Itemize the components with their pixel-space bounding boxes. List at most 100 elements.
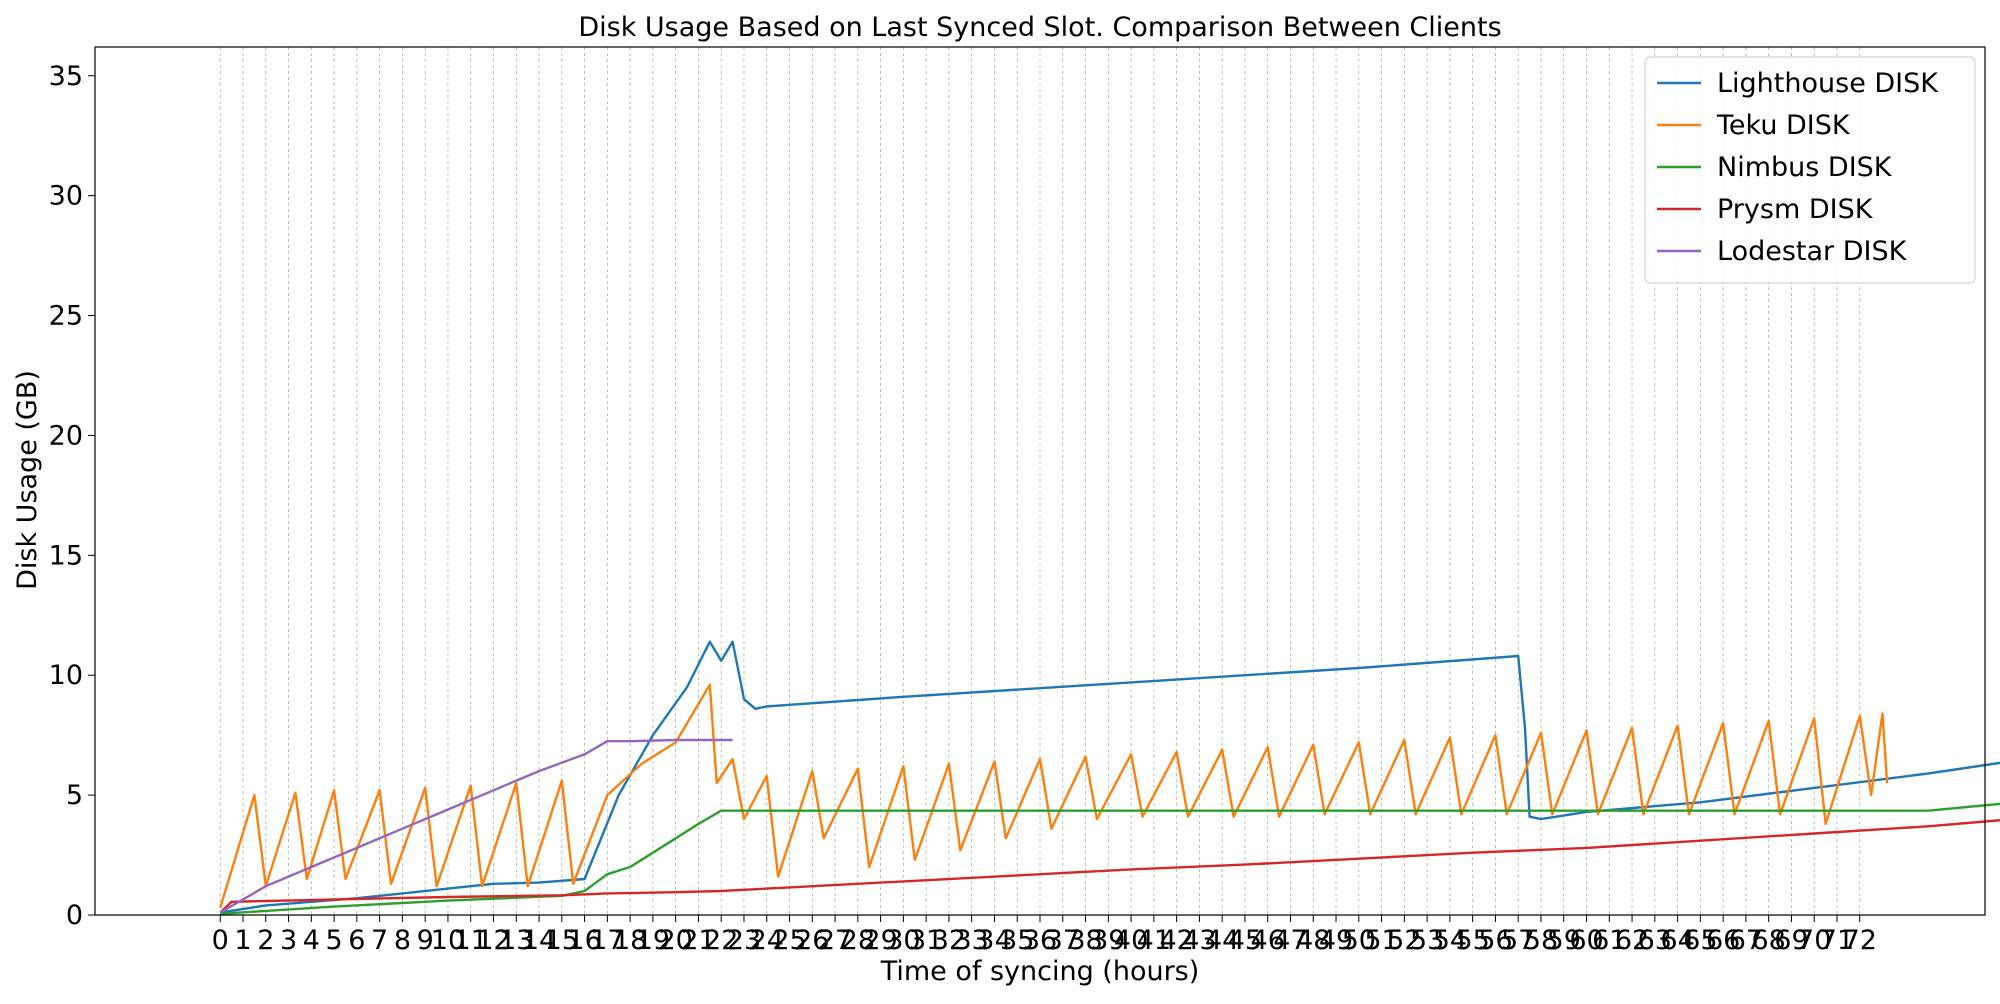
legend-label-4: Lodestar DISK: [1717, 236, 1908, 267]
x-tick-label-20: 20: [658, 925, 692, 956]
series-line-lighthouse-disk: [220, 640, 2000, 914]
x-axis-label: Time of syncing (hours): [880, 956, 1200, 987]
x-tick-label-64: 64: [1660, 925, 1694, 956]
y-tick-label-0: 0: [66, 900, 83, 931]
x-tick-label-34: 34: [977, 925, 1011, 956]
x-tick-label-44: 44: [1205, 925, 1239, 956]
x-tick-label-17: 17: [590, 925, 624, 956]
x-tick-label-19: 19: [636, 925, 670, 956]
x-tick-label-51: 51: [1364, 925, 1398, 956]
x-tick-label-61: 61: [1592, 925, 1626, 956]
x-tick-label-69: 69: [1774, 925, 1808, 956]
legend-box: [1644, 56, 1976, 284]
x-tick-label-3: 3: [280, 925, 297, 956]
x-tick-label-53: 53: [1410, 925, 1444, 956]
x-tick-label-5: 5: [326, 925, 343, 956]
x-tick-label-12: 12: [476, 925, 510, 956]
x-tick-label-27: 27: [818, 925, 852, 956]
x-tick-label-50: 50: [1342, 925, 1376, 956]
y-tick-label-6: 30: [49, 181, 83, 212]
x-tick-label-0: 0: [212, 925, 229, 956]
x-tick-label-45: 45: [1228, 925, 1262, 956]
x-tick-label-54: 54: [1433, 925, 1467, 956]
x-tick-label-59: 59: [1547, 925, 1581, 956]
x-tick-label-29: 29: [863, 925, 897, 956]
y-axis-label: Disk Usage (GB): [12, 370, 43, 590]
y-tick-label-3: 15: [49, 540, 83, 571]
series-line-prysm-disk: [219, 819, 2000, 914]
x-tick-label-70: 70: [1797, 925, 1831, 956]
x-tick-label-48: 48: [1296, 925, 1330, 956]
x-tick-label-68: 68: [1751, 925, 1785, 956]
legend: Lighthouse DISK Teku DISK Nimbus DISK Prysm…: [1644, 56, 1976, 284]
x-tick-label-71: 71: [1820, 925, 1854, 956]
x-tick-label-25: 25: [772, 925, 806, 956]
x-tick-label-72: 72: [1843, 925, 1877, 956]
x-tick-label-9: 9: [417, 925, 434, 956]
y-tick-label-4: 20: [49, 420, 83, 451]
x-tick-label-36: 36: [1023, 925, 1057, 956]
x-tick-label-62: 62: [1615, 925, 1649, 956]
x-tick-label-39: 39: [1091, 925, 1125, 956]
x-tick-label-52: 52: [1387, 925, 1421, 956]
x-tick-label-4: 4: [303, 925, 320, 956]
grid-lines: [219, 47, 1861, 915]
legend-label-1: Teku DISK: [1716, 110, 1851, 141]
x-tick-label-30: 30: [886, 925, 920, 956]
x-tick-label-23: 23: [727, 925, 761, 956]
x-tick-label-40: 40: [1114, 925, 1148, 956]
chart-title: Disk Usage Based on Last Synced Slot. Co…: [578, 12, 1501, 43]
x-tick-label-10: 10: [431, 925, 465, 956]
x-tick-label-16: 16: [567, 925, 601, 956]
legend-label-2: Nimbus DISK: [1717, 152, 1893, 183]
y-axis-ticks: 0 5 10 15 20 25 30 35: [49, 61, 95, 931]
series-lines: [219, 640, 2000, 915]
x-tick-label-46: 46: [1251, 925, 1285, 956]
x-tick-label-22: 22: [704, 925, 738, 956]
x-tick-label-38: 38: [1068, 925, 1102, 956]
x-tick-label-42: 42: [1159, 925, 1193, 956]
x-tick-label-11: 11: [454, 925, 488, 956]
legend-label-3: Prysm DISK: [1717, 194, 1874, 225]
x-tick-label-41: 41: [1137, 925, 1171, 956]
x-tick-label-31: 31: [909, 925, 943, 956]
series-line-teku-disk: [219, 683, 1889, 909]
x-tick-label-6: 6: [348, 925, 365, 956]
x-tick-label-55: 55: [1455, 925, 1489, 956]
y-tick-label-5: 25: [49, 301, 83, 332]
x-axis-ticks: 0 1 2 3 4 5 6 7 8 9101112131415161718192021222324…: [212, 915, 1877, 956]
x-tick-label-49: 49: [1319, 925, 1353, 956]
x-tick-label-58: 58: [1524, 925, 1558, 956]
series-line-lodestar-disk: [219, 738, 733, 914]
x-tick-label-28: 28: [841, 925, 875, 956]
legend-label-0: Lighthouse DISK: [1717, 68, 1939, 99]
y-tick-label-1: 5: [66, 780, 83, 811]
x-tick-label-56: 56: [1478, 925, 1512, 956]
x-tick-label-7: 7: [371, 925, 388, 956]
x-tick-label-14: 14: [522, 925, 556, 956]
x-tick-label-63: 63: [1638, 925, 1672, 956]
x-tick-label-43: 43: [1182, 925, 1216, 956]
y-tick-label-2: 10: [49, 660, 83, 691]
x-tick-label-24: 24: [750, 925, 784, 956]
x-tick-label-57: 57: [1501, 925, 1535, 956]
x-tick-label-8: 8: [394, 925, 411, 956]
x-tick-label-47: 47: [1273, 925, 1307, 956]
x-tick-label-26: 26: [795, 925, 829, 956]
x-tick-label-2: 2: [257, 925, 274, 956]
x-tick-label-60: 60: [1569, 925, 1603, 956]
x-tick-label-33: 33: [955, 925, 989, 956]
x-tick-label-18: 18: [613, 925, 647, 956]
x-tick-label-37: 37: [1046, 925, 1080, 956]
y-tick-label-7: 35: [49, 61, 83, 92]
x-tick-label-35: 35: [1000, 925, 1034, 956]
x-tick-label-32: 32: [932, 925, 966, 956]
x-tick-label-21: 21: [681, 925, 715, 956]
x-tick-label-13: 13: [499, 925, 533, 956]
x-tick-label-65: 65: [1683, 925, 1717, 956]
x-tick-label-15: 15: [545, 925, 579, 956]
x-tick-label-1: 1: [234, 925, 251, 956]
x-tick-label-67: 67: [1729, 925, 1763, 956]
x-tick-label-66: 66: [1706, 925, 1740, 956]
